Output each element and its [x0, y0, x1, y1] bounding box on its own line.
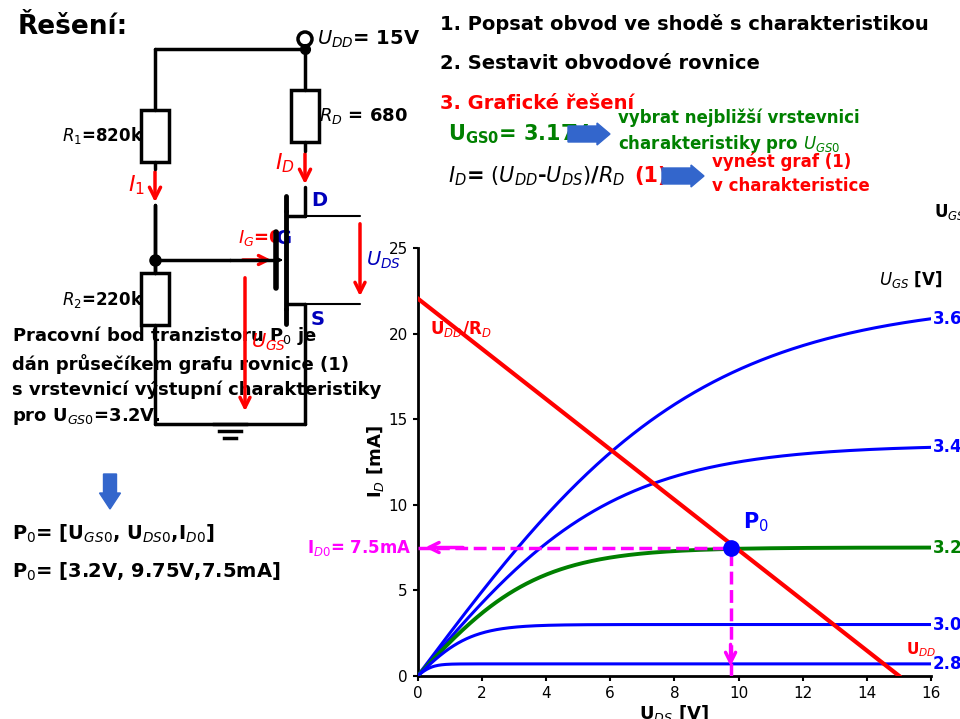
- FancyArrow shape: [662, 165, 704, 187]
- Text: S: S: [311, 310, 325, 329]
- Text: I$_{D0}$= 7.5mA: I$_{D0}$= 7.5mA: [306, 538, 411, 557]
- Text: $U_{GS}$: $U_{GS}$: [251, 331, 286, 352]
- Text: $I_D$= $(U_{DD}$-$U_{DS})$/$R_D$: $I_D$= $(U_{DD}$-$U_{DS})$/$R_D$: [448, 164, 625, 188]
- FancyArrow shape: [100, 474, 121, 509]
- Text: $U_{DS}$: $U_{DS}$: [366, 249, 401, 270]
- Bar: [291, 90, 319, 142]
- Text: $R_D$ = 680: $R_D$ = 680: [319, 106, 408, 126]
- Text: 3.4: 3.4: [933, 439, 960, 457]
- Text: $I_D$: $I_D$: [276, 151, 295, 175]
- Text: U$_{DD}$: U$_{DD}$: [905, 640, 936, 659]
- Text: U$_{GS}$ [V]: U$_{GS}$ [V]: [934, 201, 960, 222]
- Text: $R_2$=220k: $R_2$=220k: [61, 288, 143, 309]
- Text: vybrat nejbližší vrstevnici
charakteristiky pro $U_{GS0}$: vybrat nejbližší vrstevnici charakterist…: [618, 109, 859, 155]
- Text: U$_{DD}$/R$_D$: U$_{DD}$/R$_D$: [430, 319, 492, 339]
- Text: $U_{DD}$= 15V: $U_{DD}$= 15V: [317, 28, 420, 50]
- Text: 2.8: 2.8: [933, 655, 960, 673]
- Text: (1): (1): [634, 166, 667, 186]
- Text: $\bf{U_{GS0}}$= 3.17V: $\bf{U_{GS0}}$= 3.17V: [448, 122, 590, 146]
- Text: Řešení:: Řešení:: [18, 14, 129, 40]
- Text: 3.2: 3.2: [933, 539, 960, 557]
- Text: 3.0: 3.0: [933, 615, 960, 633]
- Text: Pracovní bod tranzistoru P$_0$ je
dán průsečíkem grafu rovnice (1)
s vrstevnicí : Pracovní bod tranzistoru P$_0$ je dán pr…: [12, 324, 381, 427]
- Text: $R_1$=820k: $R_1$=820k: [61, 126, 143, 147]
- Text: vynést graf (1)
v charakteristice: vynést graf (1) v charakteristice: [712, 153, 870, 195]
- Text: P$_0$= [U$_{GS0}$, U$_{DS0}$,I$_{D0}$]: P$_0$= [U$_{GS0}$, U$_{DS0}$,I$_{D0}$]: [12, 523, 215, 545]
- Bar: [141, 110, 169, 162]
- Text: $I_G$=0: $I_G$=0: [238, 228, 282, 248]
- Text: D: D: [311, 191, 327, 210]
- Text: P$_0$: P$_0$: [743, 510, 769, 533]
- Bar: [141, 273, 169, 325]
- FancyArrow shape: [568, 123, 610, 145]
- Text: $I_1$: $I_1$: [128, 173, 145, 197]
- Text: 1. Popsat obvod ve shodě s charakteristikou: 1. Popsat obvod ve shodě s charakteristi…: [440, 14, 928, 34]
- Text: 2. Sestavit obvodové rovnice: 2. Sestavit obvodové rovnice: [440, 54, 760, 73]
- Text: $U_{GS}$ [V]: $U_{GS}$ [V]: [878, 269, 942, 290]
- Text: 3. Grafické řešení: 3. Grafické řešení: [440, 94, 635, 113]
- Text: P$_0$= [3.2V, 9.75V,7.5mA]: P$_0$= [3.2V, 9.75V,7.5mA]: [12, 561, 280, 583]
- X-axis label: U$_{DS}$ [V]: U$_{DS}$ [V]: [639, 703, 709, 719]
- Text: 3.6: 3.6: [933, 310, 960, 328]
- Y-axis label: I$_D$ [mA]: I$_D$ [mA]: [365, 426, 386, 498]
- Text: G: G: [276, 229, 292, 248]
